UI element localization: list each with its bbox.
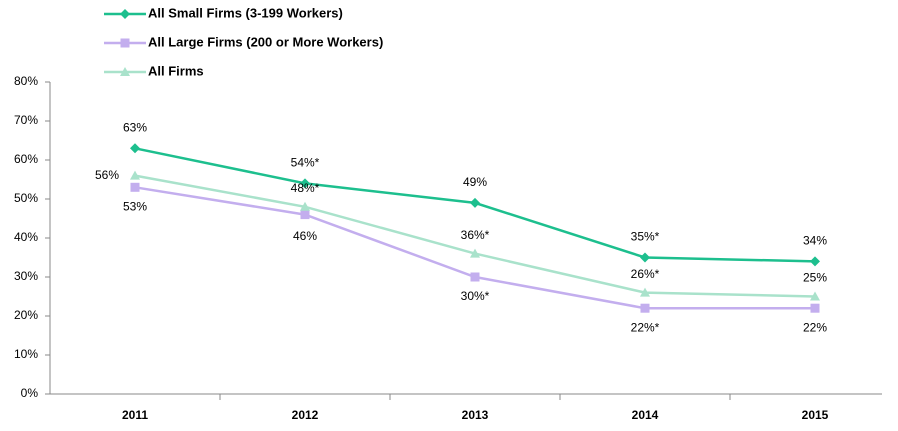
data-label: 54%* <box>291 156 320 170</box>
y-tick-label: 10% <box>14 347 38 361</box>
point <box>810 256 820 267</box>
legend-marker <box>120 38 130 48</box>
data-label: 25% <box>803 271 827 285</box>
point <box>640 287 650 297</box>
point <box>810 291 820 301</box>
y-tick-label: 80% <box>14 74 38 88</box>
data-label: 53% <box>123 199 147 213</box>
data-label: 56% <box>95 168 119 182</box>
point <box>130 170 140 180</box>
data-label: 49% <box>463 175 487 189</box>
y-tick-label: 0% <box>21 386 39 400</box>
point <box>640 252 650 263</box>
y-tick-label: 60% <box>14 152 38 166</box>
data-label: 48%* <box>291 181 320 195</box>
point <box>300 178 310 189</box>
point <box>640 303 650 313</box>
y-tick-label: 70% <box>14 113 38 127</box>
point <box>470 248 480 258</box>
data-label: 26%* <box>631 267 660 281</box>
y-tick-label: 20% <box>14 308 38 322</box>
point <box>130 143 140 154</box>
data-label: 34% <box>803 234 827 248</box>
data-label: 35%* <box>631 230 660 244</box>
y-tick-label: 50% <box>14 191 38 205</box>
legend-label: All Small Firms (3-199 Workers) <box>148 5 343 20</box>
x-tick-label: 2014 <box>632 408 659 422</box>
legend-marker <box>120 9 130 19</box>
data-label: 63% <box>123 120 147 134</box>
point <box>300 201 310 211</box>
point <box>470 197 480 208</box>
legend-label: All Large Firms (200 or More Workers) <box>148 34 383 49</box>
point <box>300 210 310 220</box>
data-label: 22%* <box>631 320 660 334</box>
x-tick-label: 2015 <box>802 408 829 422</box>
data-label: 30%* <box>461 289 490 303</box>
data-label: 46% <box>293 229 317 243</box>
y-tick-label: 40% <box>14 230 38 244</box>
legend-label: All Firms <box>148 63 204 78</box>
point <box>130 182 140 192</box>
x-tick-label: 2011 <box>122 408 148 422</box>
data-label: 22% <box>803 320 827 334</box>
data-label: 36%* <box>461 228 490 242</box>
y-tick-label: 30% <box>14 269 38 283</box>
x-tick-label: 2012 <box>292 408 319 422</box>
x-tick-label: 2013 <box>462 408 489 422</box>
legend-marker <box>120 67 130 76</box>
point <box>810 303 820 313</box>
point <box>470 272 480 282</box>
